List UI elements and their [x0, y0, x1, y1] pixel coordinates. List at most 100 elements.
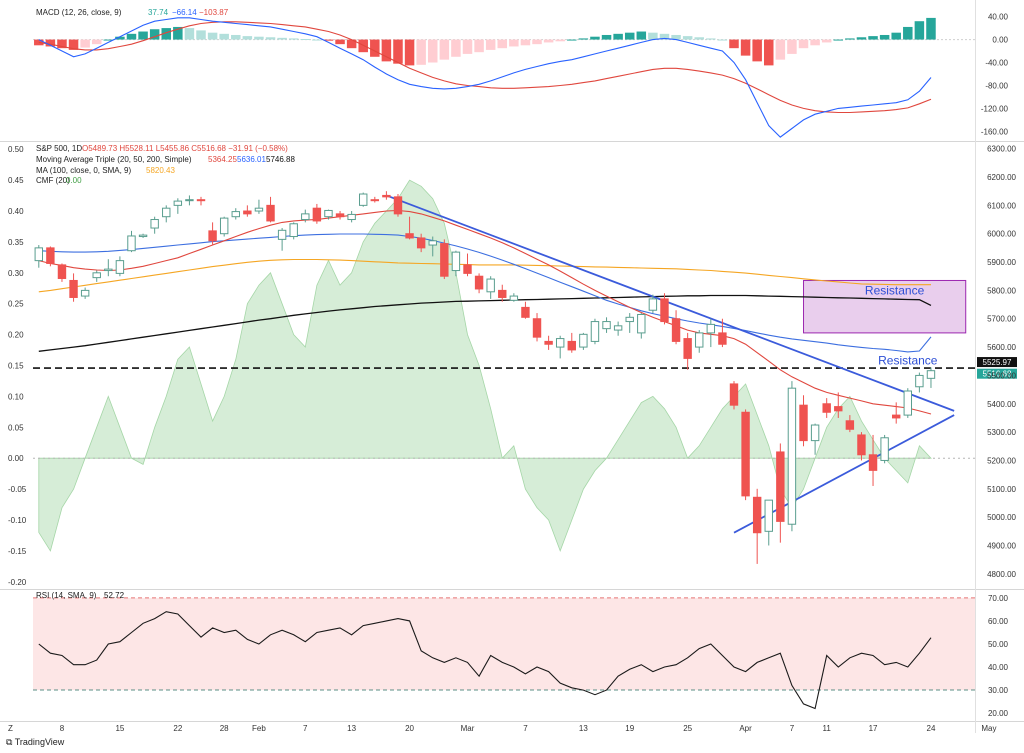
- ma100-value: 5820.43: [146, 166, 175, 175]
- macd-histogram-bar: [926, 17, 936, 40]
- macd-histogram-bar: [103, 39, 114, 41]
- macd-histogram-bar: [821, 39, 832, 43]
- candle-body: [926, 370, 936, 379]
- candle-body: [34, 247, 44, 262]
- macd-histogram-bar: [682, 36, 693, 40]
- x-tick-label: 13: [579, 724, 588, 733]
- macd-histogram-bar: [671, 34, 681, 40]
- x-tick-label: 7: [303, 724, 308, 733]
- macd-tick-label: -40.00: [985, 59, 1008, 68]
- price-tick-label: 5900.00: [987, 258, 1016, 267]
- price-pane: Resistance Resistance 5525.97 5516.68: [33, 191, 1017, 564]
- macd-histogram-bar: [207, 32, 218, 40]
- candle-body: [115, 260, 125, 274]
- macd-histogram-bar: [231, 34, 241, 40]
- candle-body: [324, 209, 333, 218]
- price-tick-label: 5000.00: [987, 513, 1016, 522]
- candle-body: [382, 194, 391, 198]
- x-tick-label: Z: [8, 724, 13, 733]
- candle-body: [602, 321, 611, 330]
- x-tick-label: 15: [115, 724, 124, 733]
- candle-body: [393, 196, 403, 215]
- candle-body: [46, 247, 55, 264]
- macd-histogram-bar: [462, 39, 473, 54]
- resistance-price-tag-text: 5525.97: [983, 358, 1012, 367]
- macd-histogram-bar: [520, 39, 531, 46]
- macd-histogram-bar: [219, 33, 229, 40]
- macd-histogram-bar: [659, 33, 670, 40]
- candle-body: [671, 318, 681, 342]
- macd-histogram-bar: [485, 39, 496, 50]
- macd-histogram-bar: [868, 36, 878, 40]
- macd-histogram-bar: [149, 29, 160, 40]
- resistance-zone-label: Resistance: [865, 284, 925, 298]
- ma-legend-label: MA (100, close, 0, SMA, 9): [36, 166, 131, 175]
- price-tick-label: 5200.00: [987, 456, 1016, 465]
- x-tick-label: 19: [625, 724, 634, 733]
- macd-histogram-bar: [729, 39, 739, 49]
- candle-body: [347, 213, 356, 221]
- x-tick-label: 7: [790, 724, 795, 733]
- price-tick-label: 5800.00: [987, 286, 1016, 295]
- macd-pane: [33, 17, 975, 138]
- candle-body: [416, 237, 426, 249]
- x-tick-label: May: [981, 724, 996, 733]
- candle-body: [810, 424, 820, 442]
- candle-body: [741, 411, 750, 497]
- macd-histogram-bar: [879, 34, 890, 40]
- candle-body: [880, 437, 889, 461]
- macd-histogram-bar: [404, 39, 415, 66]
- rsi-tick-label: 40.00: [988, 663, 1009, 672]
- macd-histogram-bar: [775, 39, 786, 60]
- macd-histogram-bar: [613, 33, 623, 40]
- macd-histogram-bar: [57, 39, 67, 49]
- candle-body: [243, 210, 252, 215]
- candle-body: [370, 199, 380, 202]
- axis-labels: 8 15 22 28 Feb 7 13 20 Mar 7 13 19 25 Apr 7 11 17 24 May Z 6…: [8, 13, 1017, 733]
- x-tick-label: 17: [869, 724, 878, 733]
- candle-body: [915, 374, 924, 388]
- price-tick-label: 6000.00: [987, 230, 1016, 239]
- macd-histogram-bar: [706, 38, 716, 40]
- macd-histogram-bar: [555, 39, 565, 42]
- cmf-tick-label: -0.15: [8, 547, 27, 556]
- price-tick-label: 5400.00: [987, 400, 1016, 409]
- candle-body: [521, 306, 530, 318]
- macd-histogram-bar: [624, 32, 635, 40]
- cmf-tick-label: -0.10: [8, 516, 27, 525]
- macd-signal-value: −103.87: [199, 8, 229, 17]
- candle-body: [428, 240, 437, 246]
- cmf-tick-label: 0.20: [8, 331, 24, 340]
- macd-histogram-bar: [161, 28, 171, 40]
- macd-line-value: −66.14: [172, 8, 197, 17]
- x-tick-label: 28: [220, 724, 229, 733]
- candle-body: [474, 275, 484, 290]
- macd-histogram-bar: [856, 37, 867, 40]
- cmf-tick-label: 0.45: [8, 176, 24, 185]
- candle-body: [231, 211, 240, 218]
- candle-body: [208, 230, 217, 242]
- price-tick-label: 5300.00: [987, 428, 1016, 437]
- x-tick-label: Feb: [252, 724, 266, 733]
- candle-body: [498, 289, 507, 298]
- candle-body: [695, 332, 704, 348]
- x-tick-label: Apr: [739, 724, 752, 733]
- candle-body: [868, 454, 878, 471]
- rsi-legend-label: RSI (14, SMA, 9): [36, 591, 97, 600]
- macd-histogram-bar: [68, 39, 79, 50]
- macd-histogram-bar: [416, 39, 426, 65]
- candle-body: [834, 406, 843, 412]
- rsi-value: 52.72: [104, 591, 125, 600]
- x-tick-label: 20: [405, 724, 414, 733]
- macd-histogram-bar: [567, 39, 577, 41]
- candle-body: [648, 298, 658, 311]
- macd-histogram-bar: [601, 34, 612, 40]
- macd-histogram-bar: [91, 39, 102, 45]
- macd-histogram-bar: [636, 31, 647, 40]
- cmf-tick-label: 0.35: [8, 238, 24, 247]
- price-tick-label: 4900.00: [987, 541, 1016, 550]
- rsi-tick-label: 20.00: [988, 709, 1009, 718]
- rsi-line: [38, 611, 932, 710]
- sma20-line: [38, 209, 932, 415]
- candle-body: [892, 414, 901, 419]
